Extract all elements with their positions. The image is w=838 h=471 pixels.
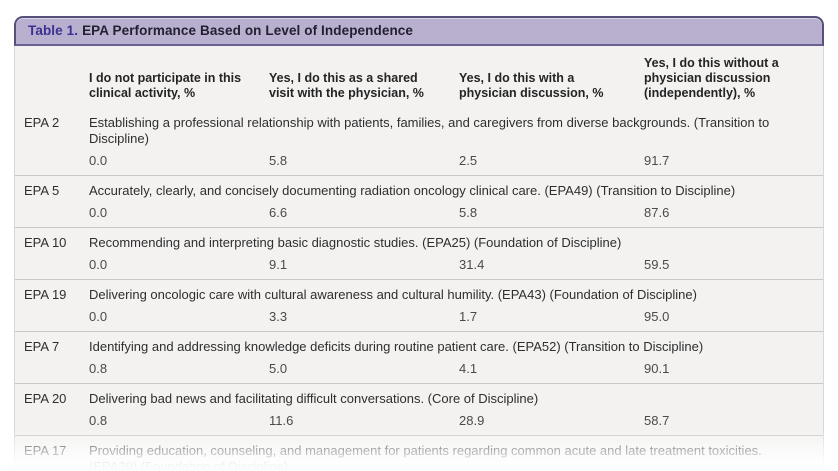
epa-description: Accurately, clearly, and concisely docum… (89, 183, 736, 198)
epa-value-physician-discussion: 1.7 (459, 309, 478, 324)
epa-row: EPA 20 Delivering bad news and facilitat… (15, 383, 823, 433)
epa-row: EPA 19 Delivering oncologic care with cu… (15, 279, 823, 329)
epa-description: Delivering bad news and facilitating dif… (89, 391, 539, 406)
epa-id: EPA 5 (24, 183, 60, 198)
column-header-no-participation: I do not participate in this clinical ac… (89, 71, 242, 100)
epa-value-physician-discussion: 28.9 (459, 413, 485, 428)
epa-description: Providing education, counseling, and man… (89, 443, 762, 471)
epa-value-independently: 90.1 (644, 361, 670, 376)
epa-id: EPA 17 (24, 443, 67, 458)
epa-value-shared-visit: 11.6 (269, 413, 294, 428)
table-number-label: Table 1. (28, 23, 79, 38)
epa-value-no-participation: 0.0 (89, 309, 108, 324)
epa-value-independently: 58.7 (644, 413, 670, 428)
epa-id: EPA 20 (24, 391, 67, 406)
table-body: I do not participate in this clinical ac… (14, 46, 824, 471)
epa-value-no-participation: 0.0 (89, 153, 108, 168)
epa-value-shared-visit: 5.8 (269, 153, 288, 168)
table-title-bar: Table 1. EPA Performance Based on Level o… (14, 16, 824, 46)
epa-value-physician-discussion: 4.1 (459, 361, 478, 376)
epa-value-shared-visit: 5.0 (269, 361, 288, 376)
column-header-physician-discussion: Yes, I do this with a physician discussi… (459, 71, 604, 100)
epa-row: EPA 2 Establishing a professional relati… (15, 110, 823, 173)
epa-row: EPA 10 Recommending and interpreting bas… (15, 227, 823, 277)
epa-description: Establishing a professional relationship… (89, 115, 770, 146)
epa-value-independently: 87.6 (644, 205, 670, 220)
table-rows: EPA 2 Establishing a professional relati… (15, 110, 823, 471)
epa-description: Recommending and interpreting basic diag… (89, 235, 622, 250)
epa-id: EPA 7 (24, 339, 60, 354)
epa-value-physician-discussion: 5.8 (459, 205, 478, 220)
epa-value-physician-discussion: 31.4 (459, 257, 485, 272)
epa-value-shared-visit: 6.6 (269, 205, 288, 220)
epa-value-shared-visit: 3.3 (269, 309, 288, 324)
epa-value-no-participation: 0.0 (89, 257, 108, 272)
epa-value-independently: 59.5 (644, 257, 670, 272)
epa-row: EPA 7 Identifying and addressing knowled… (15, 331, 823, 381)
epa-value-no-participation: 0.8 (89, 361, 108, 376)
epa-value-independently: 91.7 (644, 153, 670, 168)
column-header-independently: Yes, I do this without a physician discu… (644, 56, 779, 100)
epa-row: EPA 17 Providing education, counseling, … (15, 435, 823, 471)
epa-value-no-participation: 0.0 (89, 205, 108, 220)
epa-performance-table: Table 1. EPA Performance Based on Level o… (14, 16, 824, 471)
column-header-shared-visit: Yes, I do this as a shared visit with th… (269, 71, 424, 100)
epa-description: Identifying and addressing knowledge def… (89, 339, 704, 354)
epa-value-shared-visit: 9.1 (269, 257, 288, 272)
epa-row: EPA 5 Accurately, clearly, and concisely… (15, 175, 823, 225)
epa-id: EPA 19 (24, 287, 67, 302)
epa-description: Delivering oncologic care with cultural … (89, 287, 697, 302)
epa-value-no-participation: 0.8 (89, 413, 108, 428)
epa-value-physician-discussion: 2.5 (459, 153, 478, 168)
epa-value-independently: 95.0 (644, 309, 670, 324)
table-title-text: EPA Performance Based on Level of Indepe… (82, 23, 414, 38)
epa-id: EPA 2 (24, 115, 60, 130)
column-header-row: I do not participate in this clinical ac… (15, 46, 823, 110)
epa-id: EPA 10 (24, 235, 67, 250)
